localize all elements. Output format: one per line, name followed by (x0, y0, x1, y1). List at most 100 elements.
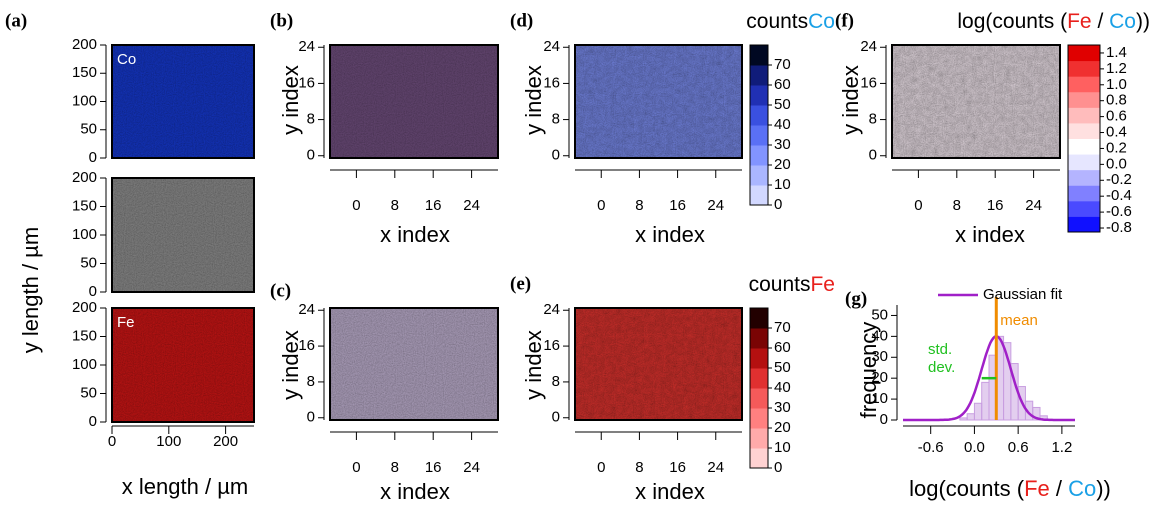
title: countsCo (746, 10, 835, 33)
colorbar-band (1068, 107, 1100, 124)
y-axis-label: y index (521, 65, 546, 135)
y-tick-label: 200 (72, 169, 97, 186)
title-part: )) (1096, 476, 1111, 501)
colorbar-band (750, 448, 768, 469)
title-part: Fe (810, 273, 835, 296)
colorbar-tick-label: 0.8 (1106, 92, 1127, 109)
colorbar-tick-label: 0.6 (1106, 108, 1127, 125)
colorbar-band (1068, 138, 1100, 155)
panel-tag: (e) (510, 273, 531, 294)
colorbar-band (750, 328, 768, 349)
image-frame (329, 44, 499, 159)
x-tick-label: 24 (463, 197, 480, 214)
title-part: counts (746, 10, 808, 33)
x-tick-label: 16 (669, 459, 686, 476)
colorbar-band (750, 428, 768, 449)
histogram-bar (1032, 406, 1041, 421)
title-part: Fe (1067, 10, 1092, 33)
colorbar-band (1068, 76, 1100, 93)
colorbar-tick-label: 30 (774, 399, 791, 416)
colorbar-tick-label: 0 (774, 196, 782, 213)
colorbar-band (1068, 200, 1100, 217)
image-texture (112, 308, 254, 422)
x-tick-label: 0 (352, 459, 360, 476)
colorbar-band (750, 105, 768, 126)
image-frame (111, 177, 255, 293)
colorbar-tick-label: 70 (774, 56, 791, 73)
image-texture (112, 45, 254, 158)
y-tick-label: 0 (552, 409, 560, 426)
x-tick-label: 100 (156, 433, 181, 450)
colorbar-band (1068, 91, 1100, 108)
y-tick-label: 100 (72, 226, 97, 243)
y-tick-label: 0 (89, 413, 97, 430)
image-texture (330, 45, 498, 158)
x-tick-label: 24 (463, 459, 480, 476)
image-label: Fe (117, 314, 135, 331)
panel-tag: (g) (845, 288, 867, 309)
image-frame (111, 307, 255, 423)
panel-tag: (a) (5, 10, 27, 31)
colorbar-band (1068, 60, 1100, 77)
x-tick-label: -0.6 (918, 439, 944, 456)
title-part: / (1050, 476, 1068, 501)
title-part: counts (749, 273, 811, 296)
heatmap-cells (892, 45, 1060, 158)
x-axis-label: x index (635, 479, 705, 504)
y-tick-label: 24 (543, 38, 560, 55)
y-tick-label: 16 (543, 74, 560, 91)
x-tick-label: 24 (707, 197, 724, 214)
title: log(counts (Fe / Co)) (909, 476, 1111, 501)
colorbar-band (1068, 154, 1100, 171)
mean-label: mean (1000, 312, 1038, 329)
colorbar-tick-label: 60 (774, 76, 791, 93)
x-tick-label: 16 (669, 197, 686, 214)
x-tick-label: 8 (635, 197, 643, 214)
y-tick-label: 50 (871, 306, 888, 323)
x-tick-label: 1.2 (1051, 439, 1072, 456)
histogram-bar (959, 417, 968, 421)
histogram-bar (973, 402, 983, 421)
colorbar-tick-label: 0.2 (1106, 139, 1127, 156)
heatmap-cells (575, 45, 742, 158)
colorbar-tick-label: 20 (774, 419, 791, 436)
x-tick-label: 0 (597, 459, 605, 476)
colorbar-band (1068, 45, 1100, 62)
y-tick-label: 0 (869, 147, 877, 164)
y-tick-label: 8 (307, 111, 315, 128)
colorbar-band (750, 368, 768, 389)
x-tick-label: 200 (213, 433, 238, 450)
colorbar-band (750, 185, 768, 206)
x-axis-label: x length / µm (122, 474, 248, 499)
colorbar-band (750, 308, 768, 329)
y-tick-label: 40 (871, 327, 888, 344)
x-tick-label: 0 (597, 197, 605, 214)
gaussian-fit (903, 335, 1075, 422)
panel-tag: (b) (270, 10, 293, 31)
y-tick-label: 200 (72, 299, 97, 316)
image-frame (329, 307, 499, 421)
image-texture (330, 308, 498, 420)
y-tick-label: 8 (552, 373, 560, 390)
colorbar-tick-label: 20 (774, 156, 791, 173)
x-tick-label: 8 (635, 459, 643, 476)
y-tick-label: 0 (552, 147, 560, 164)
colorbar-tick-label: 0 (774, 459, 782, 476)
colorbar-tick-label: 70 (774, 319, 791, 336)
y-tick-label: 24 (298, 301, 315, 318)
colorbar-band (1068, 216, 1100, 233)
y-tick-label: 16 (860, 74, 877, 91)
y-tick-label: 24 (860, 38, 877, 55)
x-tick-label: 16 (425, 459, 442, 476)
colorbar-tick-label: -0.2 (1106, 171, 1132, 188)
title: log(counts (Fe / Co)) (957, 10, 1150, 33)
image-label: Co (117, 51, 136, 68)
y-tick-label: 0 (89, 283, 97, 300)
y-tick-label: 50 (80, 254, 97, 271)
y-tick-label: 30 (871, 348, 888, 365)
colorbar-tick-label: 50 (774, 96, 791, 113)
x-axis-label: x index (635, 222, 705, 247)
colorbar-band (750, 65, 768, 86)
